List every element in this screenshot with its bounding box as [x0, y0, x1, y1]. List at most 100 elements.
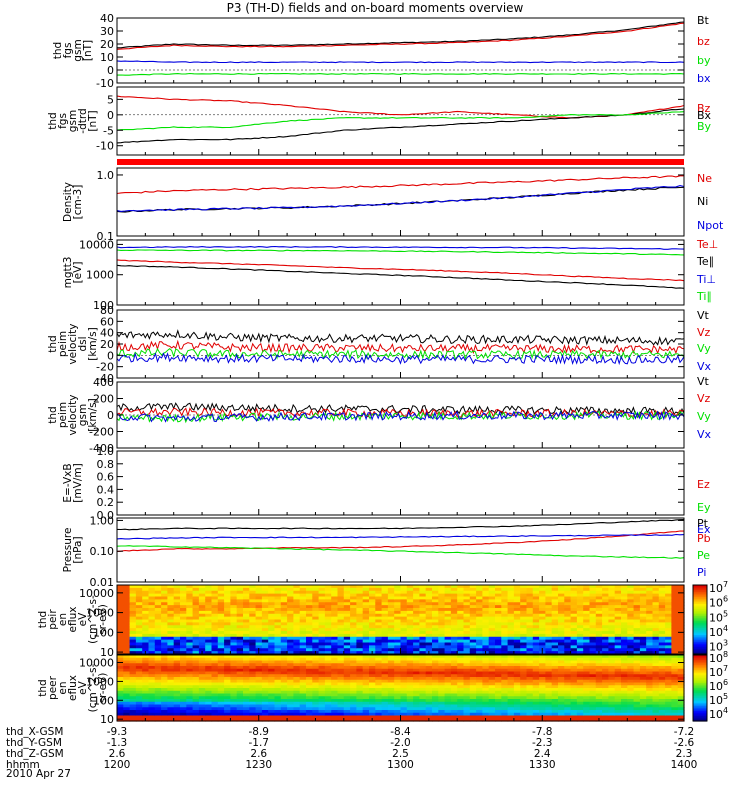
heatmap-cell: [186, 648, 194, 652]
heatmap-cell: [381, 688, 389, 692]
heatmap-cell: [230, 610, 238, 615]
heatmap-cell: [595, 631, 603, 635]
heatmap-cell: [261, 699, 269, 703]
heatmap-cell: [350, 625, 357, 629]
heatmap-cell: [318, 605, 326, 609]
heatmap-cell: [450, 648, 458, 652]
heatmap-cell: [526, 596, 534, 600]
heatmap-cell: [394, 593, 402, 598]
heatmap-cell: [476, 648, 483, 652]
heatmap-cell: [243, 696, 250, 700]
heatmap-cell: [463, 616, 471, 621]
heatmap-cell: [463, 628, 471, 632]
heatmap-cell: [665, 679, 672, 684]
heatmap-cell: [324, 616, 332, 621]
heatmap-cell: [293, 631, 301, 635]
legend-Ti⊥: Ti⊥: [696, 273, 716, 286]
heatmap-cell: [211, 699, 219, 703]
heatmap-cell: [639, 628, 647, 632]
heatmap-cell: [268, 699, 276, 703]
heatmap-cell: [665, 596, 672, 600]
heatmap-cell: [665, 622, 672, 626]
heatmap-cell: [129, 699, 137, 703]
heatmap-cell: [495, 699, 502, 703]
heatmap-cell: [583, 613, 591, 618]
heatmap-cell: [211, 660, 219, 664]
heatmap-cell: [576, 707, 584, 711]
heatmap-cell: [425, 599, 433, 603]
heatmap-cell: [507, 585, 515, 589]
heatmap-cell: [180, 668, 187, 673]
heatmap-cell: [211, 619, 219, 623]
heatmap-cell: [180, 685, 187, 689]
heatmap-cell: [117, 585, 124, 589]
heatmap-cell: [117, 677, 124, 681]
heatmap-cell: [129, 599, 137, 603]
heatmap-cell: [450, 587, 458, 592]
heatmap-cell: [350, 707, 357, 711]
heatmap-cell: [671, 693, 679, 697]
heatmap-cell: [129, 622, 137, 626]
heatmap-cell: [337, 707, 345, 711]
heatmap-cell: [469, 622, 477, 626]
heatmap-cell: [180, 696, 187, 700]
heatmap-cell: [205, 657, 213, 662]
heatmap-cell: [381, 704, 389, 708]
heatmap-cell: [545, 696, 553, 700]
heatmap-cell: [343, 704, 351, 708]
heatmap-cell: [255, 655, 263, 659]
heatmap-cell: [375, 693, 383, 697]
heatmap-cell: [129, 642, 137, 646]
heatmap-cell: [413, 599, 420, 603]
heatmap-cell: [129, 631, 137, 635]
heatmap-cell: [249, 693, 257, 697]
heatmap-cell: [287, 642, 294, 646]
panel-peir_en_eflux: 10710610510410310000100010010thdpeirenef…: [37, 580, 728, 659]
heatmap-cell: [369, 693, 376, 697]
heatmap-cell: [539, 688, 546, 692]
heatmap-cell: [167, 636, 175, 641]
heatmap-cell: [583, 701, 591, 706]
heatmap-cell: [608, 608, 616, 612]
x-axis-value: -1.3: [107, 737, 128, 749]
heatmap-cell: [230, 718, 238, 722]
heatmap-cell: [337, 712, 345, 717]
heatmap-cell: [425, 688, 433, 692]
heatmap-cell: [337, 699, 345, 703]
heatmap-cell: [583, 633, 591, 638]
heatmap-cell: [148, 718, 156, 722]
heatmap-cell: [129, 679, 137, 684]
heatmap-cell: [595, 671, 603, 675]
x-axis-value: 2.6: [109, 748, 126, 760]
heatmap-cell: [117, 663, 124, 667]
heatmap-cell: [180, 613, 187, 618]
heatmap-cell: [476, 619, 483, 623]
heatmap-cell: [457, 707, 465, 711]
heatmap-cell: [501, 616, 509, 621]
heatmap-cell: [224, 622, 231, 626]
heatmap-cell: [312, 666, 320, 670]
colorbar-swatch: [693, 673, 707, 676]
heatmap-cell: [501, 610, 509, 615]
heatmap-cell: [381, 585, 389, 589]
heatmap-cell: [123, 712, 131, 717]
heatmap-cell: [576, 642, 584, 646]
heatmap-cell: [192, 690, 200, 695]
heatmap-cell: [646, 636, 654, 641]
heatmap-cell: [249, 682, 257, 686]
heatmap-cell: [243, 668, 250, 673]
y-axis-label: thd: [47, 335, 59, 352]
heatmap-cell: [495, 639, 502, 644]
heatmap-cell: [469, 651, 477, 655]
heatmap-cell: [362, 648, 370, 652]
colorbar-swatch: [693, 616, 707, 619]
heatmap-cell: [558, 616, 565, 621]
heatmap-cell: [123, 610, 131, 615]
heatmap-cell: [350, 674, 357, 678]
heatmap-cell: [488, 593, 496, 598]
heatmap-cell: [117, 593, 124, 598]
heatmap-cell: [268, 590, 276, 595]
heatmap-cell: [677, 587, 685, 592]
heatmap-cell: [299, 701, 307, 706]
heatmap-cell: [432, 631, 439, 635]
